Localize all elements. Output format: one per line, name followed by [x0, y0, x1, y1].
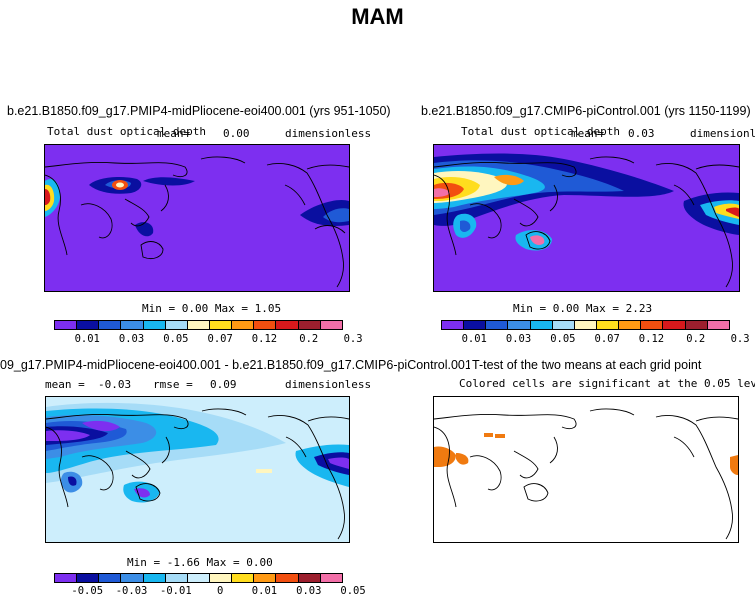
- colorbar-swatch: [595, 320, 620, 330]
- colorbar-ticks: 0.01 0.03 0.05 0.07 0.12 0.2 0.3: [441, 333, 750, 347]
- colorbar-tick-label: 0.01: [461, 333, 487, 345]
- colorbar-swatch: [98, 573, 122, 583]
- colorbar-swatch: [253, 320, 277, 330]
- mean-value: -0.03: [98, 378, 132, 391]
- colorbar-tick-label: 0.2: [686, 333, 706, 345]
- minmax-text: Min = 0.00 Max = 2.23: [513, 302, 653, 315]
- mean-value: 0.00: [223, 127, 250, 140]
- mean-label: mean =: [45, 378, 85, 391]
- colorbar-swatch: [120, 320, 144, 330]
- mean-label: mean=: [157, 127, 191, 140]
- figure-title: MAM: [351, 4, 404, 29]
- colorbar-swatch: [463, 320, 487, 330]
- colorbar-swatch: [231, 573, 255, 583]
- colorbar-tick-label: 0.03: [505, 333, 532, 345]
- units-label: dimensionless: [285, 378, 372, 391]
- colorbar-swatch: [551, 320, 575, 330]
- colorbar-swatch: [319, 573, 343, 583]
- rmse-label: rmse =: [153, 378, 193, 391]
- colorbar-swatch: [319, 320, 343, 330]
- colorbar-swatch: [76, 573, 100, 583]
- colorbar: [54, 320, 343, 330]
- colorbar-swatch: [618, 320, 642, 330]
- colorbar-swatch: [507, 320, 531, 330]
- colorbar-tick-label: -0.05: [71, 585, 104, 597]
- panel-title: T-test of the two means at each grid poi…: [472, 358, 702, 372]
- colorbar-swatch: [231, 320, 255, 330]
- colorbar-tick-label: 0.05: [550, 333, 576, 345]
- colorbar-swatch: [98, 320, 122, 330]
- colorbar-swatch: [54, 320, 78, 330]
- panel-title: 09_g17.PMIP4-midPliocene-eoi400.001 - b.…: [0, 358, 470, 372]
- colorbar-swatch: [684, 320, 708, 330]
- map-difference: [45, 396, 350, 543]
- colorbar-tick-label: 0.03: [296, 585, 322, 597]
- colorbar-tick-label: 0: [216, 585, 224, 597]
- panel-subtitle: Colored cells are significant at the 0.0…: [459, 377, 755, 390]
- panel-title: b.e21.B1850.f09_g17.CMIP6-piControl.001 …: [421, 104, 751, 118]
- map-ttest: [433, 396, 739, 543]
- colorbar-tick-label: 0.12: [251, 333, 278, 345]
- map-picontrol: [433, 144, 740, 292]
- colorbar-swatch: [142, 320, 166, 330]
- colorbar-swatch: [142, 573, 166, 583]
- colorbar-swatch: [706, 320, 730, 330]
- colorbar-tick-label: 0.05: [163, 333, 189, 345]
- mean-label: mean=: [571, 127, 605, 140]
- units-label: dimensionless: [690, 127, 755, 140]
- colorbar-tick-label: 0.01: [74, 333, 100, 345]
- colorbar-swatch: [573, 320, 597, 330]
- colorbar-swatch: [441, 320, 465, 330]
- colorbar-swatch: [485, 320, 509, 330]
- panel-subtitle: Total dust optical depth: [47, 125, 206, 138]
- colorbar-swatch: [529, 320, 553, 330]
- map-pliocene: [44, 144, 350, 292]
- colorbar-tick-label: 0.3: [730, 333, 750, 345]
- colorbar: [441, 320, 730, 330]
- colorbar-tick-label: -0.01: [160, 585, 192, 597]
- colorbar-tick-label: -0.03: [115, 585, 148, 597]
- panel-title: b.e21.B1850.f09_g17.PMIP4-midPliocene-eo…: [7, 104, 391, 118]
- colorbar-swatch: [54, 573, 78, 583]
- minmax-text: Min = 0.00 Max = 1.05: [142, 302, 282, 315]
- colorbar-tick-label: 0.05: [340, 585, 366, 597]
- colorbar-swatch: [297, 573, 321, 583]
- colorbar-swatch: [297, 320, 321, 330]
- colorbar-tick-label: 0.03: [118, 333, 145, 345]
- colorbar-ticks: -0.05 -0.03 -0.01 0 0.01 0.03 0.05: [54, 585, 365, 599]
- colorbar-swatch: [208, 573, 233, 583]
- colorbar-swatch: [662, 320, 686, 330]
- colorbar-ticks: 0.01 0.03 0.05 0.07 0.12 0.2 0.3: [54, 333, 363, 347]
- colorbar-swatch: [275, 573, 299, 583]
- colorbar-tick-label: 0.3: [343, 333, 363, 345]
- colorbar-swatch: [208, 320, 233, 330]
- panel-subtitle: Total dust optical depth: [461, 125, 620, 138]
- rmse-value: 0.09: [210, 378, 237, 391]
- units-label: dimensionless: [285, 127, 372, 140]
- colorbar-swatch: [253, 573, 277, 583]
- colorbar-tick-label: 0.07: [594, 333, 620, 345]
- colorbar-swatch: [76, 320, 100, 330]
- colorbar-swatch: [275, 320, 299, 330]
- colorbar-swatch: [164, 573, 188, 583]
- minmax-text: Min = -1.66 Max = 0.00: [127, 556, 273, 569]
- colorbar-swatch: [640, 320, 664, 330]
- colorbar-tick-label: 0.01: [251, 585, 278, 597]
- colorbar-tick-label: 0.12: [638, 333, 665, 345]
- colorbar-swatch: [186, 573, 210, 583]
- colorbar: [54, 573, 343, 583]
- colorbar-swatch: [164, 320, 188, 330]
- colorbar-tick-label: 0.07: [207, 333, 233, 345]
- colorbar-tick-label: 0.2: [299, 333, 319, 345]
- colorbar-swatch: [186, 320, 210, 330]
- mean-value: 0.03: [628, 127, 655, 140]
- colorbar-swatch: [120, 573, 144, 583]
